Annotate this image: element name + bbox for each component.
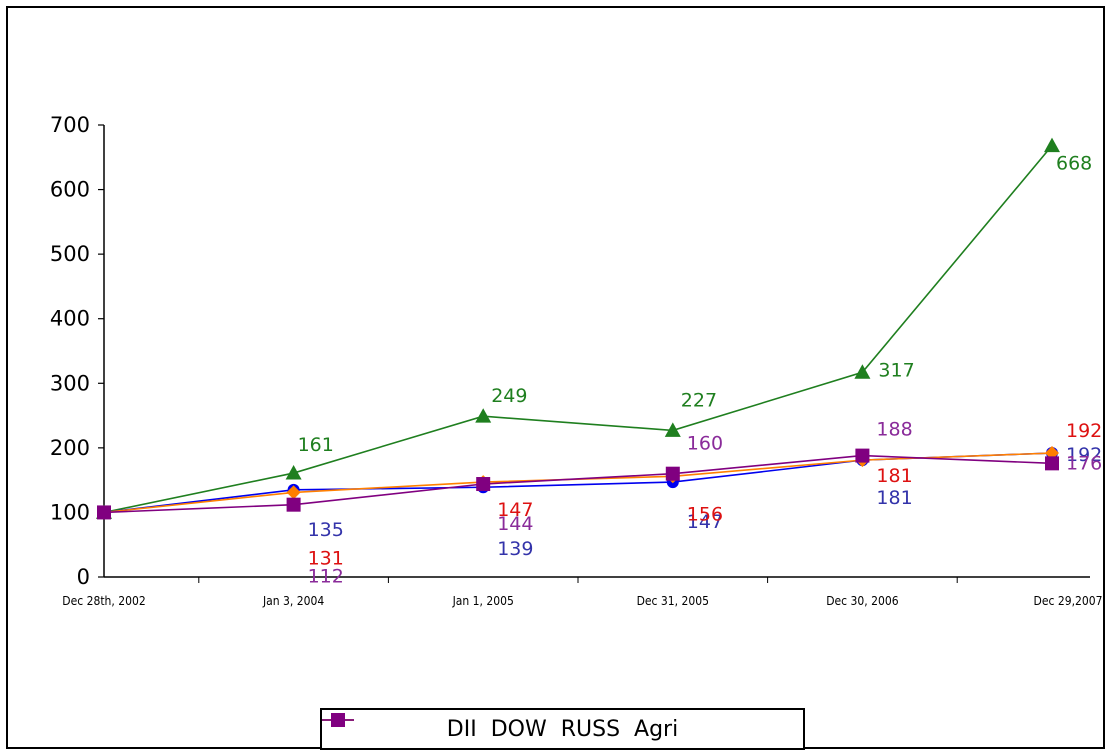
x-tick-label: Dec 30, 2006 (826, 594, 899, 608)
data-label-russ: 181 (876, 465, 912, 487)
legend-label-dii: DII (446, 716, 477, 742)
data-label-dow: 147 (687, 511, 723, 533)
data-label-agri: 176 (1066, 452, 1102, 474)
data-label-dii: 227 (681, 389, 717, 411)
data-label-russ: 131 (308, 547, 344, 569)
legend-item-dow: DOW (322, 714, 547, 742)
data-label-russ: 147 (497, 499, 533, 521)
data-label-dii: 161 (298, 434, 334, 456)
data-label-russ: 156 (687, 503, 723, 525)
series-line-dii (103, 145, 1053, 514)
data-label-dii: 249 (491, 385, 527, 407)
y-tick-label: 0 (77, 565, 90, 589)
y-tick-label: 100 (50, 500, 90, 524)
data-label-agri: 160 (687, 433, 723, 455)
data-label-agri: 144 (497, 513, 533, 535)
chart-legend: DII DOW RUSS Agri (320, 708, 805, 750)
data-label-dii: 317 (878, 359, 914, 381)
data-label-agri: 112 (308, 566, 344, 588)
point-dii (854, 364, 871, 379)
point-agri (476, 477, 491, 492)
point-dii (285, 465, 302, 480)
y-tick-label: 400 (50, 307, 90, 331)
series-line-agri (103, 454, 1053, 514)
point-agri (97, 505, 111, 520)
point-agri (665, 466, 680, 481)
legend-label-russ: RUSS (560, 716, 621, 742)
y-tick-label: 600 (50, 178, 90, 202)
legend-label-dow: DOW (490, 716, 547, 742)
point-dii (1044, 137, 1060, 153)
y-tick-label: 700 (50, 113, 90, 137)
data-label-dii: 668 (1056, 153, 1092, 175)
point-agri (855, 448, 870, 463)
point-dii (664, 422, 681, 437)
x-tick-label: Dec 31, 2005 (637, 594, 709, 608)
data-label-agri: 188 (876, 419, 912, 441)
point-agri (286, 497, 301, 512)
data-label-russ: 192 (1066, 420, 1102, 442)
legend-symbol-agri (322, 713, 354, 727)
x-tick-label: Jan 3, 2004 (262, 594, 324, 608)
y-tick-label: 300 (50, 371, 90, 395)
point-dii (475, 408, 492, 423)
legend-item-agri: Agri (322, 713, 679, 742)
point-agri (1045, 456, 1059, 471)
legend-item-russ: RUSS (322, 713, 621, 742)
data-label-dow: 192 (1066, 444, 1102, 466)
data-label-dow: 135 (308, 519, 344, 541)
data-label-dow: 181 (876, 487, 912, 509)
x-tick-label: Jan 1, 2005 (452, 594, 514, 608)
legend-label-agri: Agri (634, 716, 679, 742)
legend-item-dii: DII (322, 713, 477, 742)
y-tick-label: 200 (50, 436, 90, 460)
data-label-dow: 139 (497, 538, 533, 560)
y-tick-label: 500 (50, 242, 90, 266)
point-russ (286, 485, 301, 500)
x-tick-label: Dec 29,2007 (1034, 594, 1103, 608)
x-tick-label: Dec 28th, 2002 (62, 594, 145, 608)
